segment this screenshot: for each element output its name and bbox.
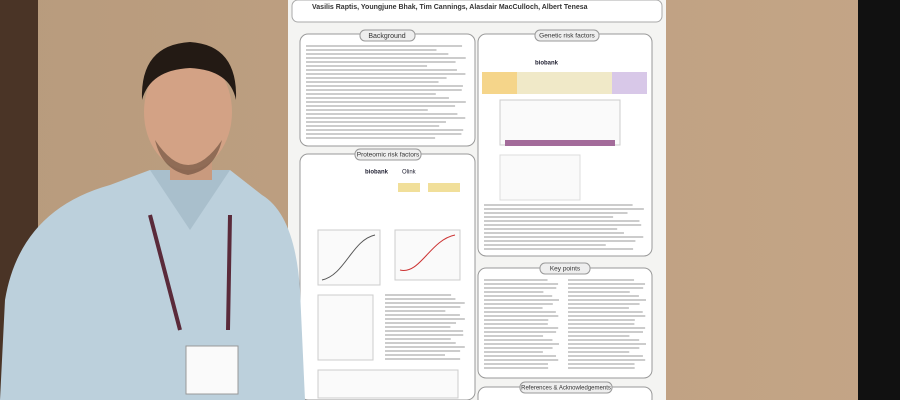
logo-text: biobank	[365, 170, 389, 176]
table-strip	[482, 72, 647, 94]
table-cell	[612, 72, 647, 94]
section-tab	[539, 262, 591, 275]
hair	[141, 42, 237, 100]
section-tab	[519, 381, 613, 394]
plot	[394, 229, 461, 281]
table-cell	[482, 72, 517, 94]
section-heading: Background	[368, 33, 405, 40]
name-badge	[185, 345, 239, 395]
title-box	[291, 0, 663, 23]
section-heading: Genetic risk factors	[539, 33, 595, 40]
curve	[321, 234, 376, 281]
person	[0, 42, 305, 400]
poster: Vasilis Raptis, Youngjune Bhak, Tim Cann…	[288, 0, 666, 400]
text-lines	[306, 45, 646, 369]
logo-text: Olink	[402, 170, 417, 176]
section-tab	[354, 148, 422, 161]
manhattan-plot	[499, 99, 621, 146]
authors: Vasilis Raptis, Youngjune Bhak, Tim Cann…	[312, 4, 588, 11]
table	[317, 369, 459, 399]
curve	[399, 234, 456, 271]
plot	[317, 294, 374, 361]
small-table	[499, 154, 581, 201]
section-heading: References & Acknowledgements	[521, 386, 611, 392]
lanyard	[148, 214, 232, 331]
face	[144, 54, 232, 170]
flow-box	[398, 183, 420, 192]
flow-box	[428, 183, 460, 192]
chromosome-band	[505, 140, 615, 146]
section-tab	[359, 29, 416, 42]
section-tab	[534, 29, 600, 42]
logo-text: biobank	[535, 61, 559, 67]
collar	[150, 170, 230, 230]
right-edge	[858, 0, 900, 400]
section-heading: Key points	[550, 266, 581, 273]
beard	[155, 140, 222, 175]
section-heading: Proteomic risk factors	[357, 152, 420, 159]
